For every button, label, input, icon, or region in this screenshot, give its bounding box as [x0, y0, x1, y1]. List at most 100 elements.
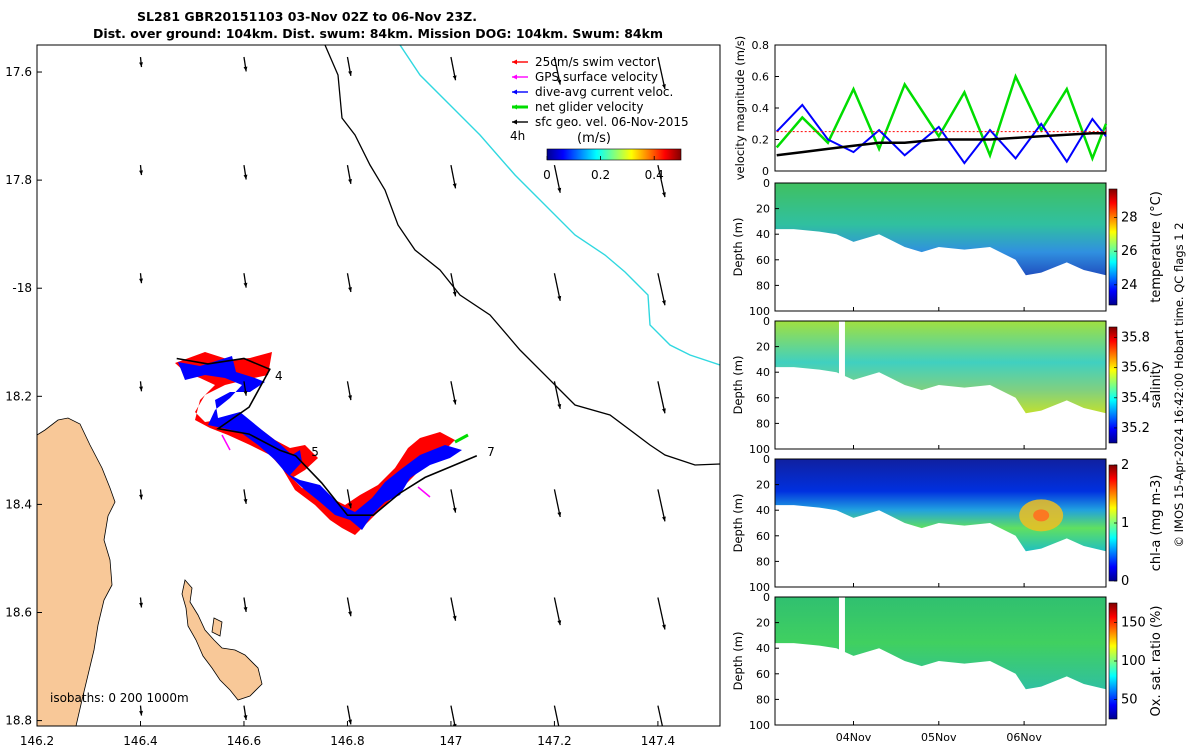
track-day-label: 5 [311, 445, 319, 459]
colorbar-tick-label: 35.6 [1121, 361, 1150, 376]
map-axes-frame [36, 44, 721, 727]
depth-tick-label: 60 [756, 254, 770, 267]
geo-velocity-arrow [553, 164, 562, 193]
geo-velocity-arrow [553, 597, 562, 626]
velocity-y-tick: 0 [762, 165, 769, 178]
velocity-ylabel: velocity magnitude (m/s) [733, 36, 747, 181]
speed-colorbar [546, 148, 682, 161]
depth-tick-label: 20 [756, 479, 770, 492]
section-axes-frame [774, 320, 1107, 450]
depth-tick-label: 100 [749, 443, 770, 456]
coastline-land [37, 417, 116, 726]
isobaths-label: isobaths: 0 200 1000m [50, 691, 189, 705]
colorbar-label: salinity [1149, 361, 1164, 408]
colorbar-label: chl-a (mg m-3) [1149, 475, 1164, 572]
net-glider-velocity-arrow [454, 433, 469, 444]
depth-tick-label: 60 [756, 392, 770, 405]
geo-velocity-arrow [450, 273, 457, 297]
geo-velocity-arrow [243, 56, 248, 72]
section-ylabel: Depth (m) [731, 356, 745, 415]
legend-entry: GPS surface velocity [535, 70, 658, 84]
map-x-tick-label: 146.6 [227, 734, 261, 748]
geo-velocity-arrow [657, 489, 666, 522]
gps-surface-velocity-arrow-1 [221, 434, 231, 451]
section-axes-frame [774, 458, 1107, 588]
map-y-tick-label: 17.6 [5, 65, 32, 79]
time-tick-label: 04Nov [836, 731, 872, 744]
sfc-geo-velocity-field [139, 56, 666, 726]
depth-tick-label: 60 [756, 668, 770, 681]
geo-velocity-arrow [243, 273, 248, 288]
section-panel: 0 20 40 60 80 100 Depth (m) 0 1 2 chl-a (mg m-3) [731, 453, 1164, 594]
gps-surface-velocity-arrow-2 [417, 486, 431, 498]
depth-tick-label: 40 [756, 642, 770, 655]
colorbar-tick-label: 50 [1121, 693, 1138, 708]
map-x-tick-label: 146.4 [123, 734, 157, 748]
velocity-panel: 0 0.2 0.4 0.6 0.8 velocity magnitude (m/s) [733, 36, 1108, 181]
section-ylabel: Depth (m) [731, 632, 745, 691]
colorbar-tick-label: 150 [1121, 615, 1146, 630]
colorbar-tick-label: 100 [1121, 654, 1146, 669]
isobath-1000m [399, 45, 720, 366]
section-data-gap [838, 321, 845, 385]
map-x-tick-label: 147.4 [641, 734, 675, 748]
geo-velocity-arrow [450, 381, 457, 405]
geo-velocity-arrow [139, 56, 143, 68]
time-tick-label: 05Nov [921, 731, 957, 744]
colorbar-tick-label: 0 [1121, 574, 1129, 589]
geo-velocity-arrow [139, 597, 143, 608]
geo-velocity-arrow [139, 165, 143, 176]
depth-tick-label: 40 [756, 366, 770, 379]
geo-velocity-arrow [346, 273, 352, 293]
geo-velocity-arrow [346, 56, 352, 76]
track-day-label: 7 [487, 445, 495, 459]
velocity-y-tick: 0.8 [752, 39, 770, 52]
geo-velocity-arrow [657, 597, 666, 630]
depth-tick-label: 0 [763, 591, 770, 604]
map-x-tick-label: 146.2 [20, 734, 54, 748]
map-y-tick-label: 18.6 [5, 606, 32, 620]
depth-tick-label: 40 [756, 228, 770, 241]
section-ylabel: Depth (m) [731, 494, 745, 553]
map-x-tick-label: 147.2 [537, 734, 571, 748]
geo-velocity-arrow [139, 489, 143, 500]
depth-tick-label: 100 [749, 719, 770, 732]
depth-tick-label: 0 [763, 453, 770, 466]
geo-velocity-arrow [139, 705, 143, 716]
colorbar-label: temperature (°C) [1149, 191, 1164, 303]
colorbar-tick-label: 35.8 [1121, 331, 1150, 346]
speed-colorbar-tick: 0 [543, 168, 551, 182]
geo-velocity-arrow [657, 164, 666, 198]
geo-velocity-arrow [346, 705, 352, 725]
map-y-tick-label: 18.4 [5, 497, 32, 511]
geo-velocity-arrow [553, 56, 562, 85]
geo-velocity-arrow [243, 705, 248, 721]
section-ylabel: Depth (m) [731, 218, 745, 277]
speed-colorbar-title: (m/s) [577, 131, 611, 146]
colorbar-tick-label: 35.2 [1121, 421, 1150, 436]
velocity-series-line [776, 131, 1106, 157]
section-data-gap [838, 597, 845, 661]
geo-velocity-arrow [450, 597, 457, 621]
section-panel: 0 20 40 60 80 100 Depth (m) 50 100 150 Ox. sat. ra… [731, 591, 1164, 732]
geo-velocity-arrow [346, 489, 352, 509]
geo-velocity-arrow [553, 705, 560, 726]
depth-tick-label: 0 [763, 315, 770, 328]
speed-colorbar-tick: 0.2 [591, 168, 610, 182]
depth-tick-label: 0 [763, 177, 770, 190]
track-day-label: 4 [275, 369, 283, 383]
depth-tick-label: 40 [756, 504, 770, 517]
depth-tick-label: 60 [756, 530, 770, 543]
speed-colorbar-tick: 0.4 [645, 168, 664, 182]
geo-velocity-arrow [243, 165, 248, 180]
geo-velocity-arrow [450, 489, 457, 513]
depth-tick-label: 100 [749, 305, 770, 318]
section-data-fill [775, 459, 1106, 552]
map-y-tick-label: 18.8 [5, 714, 32, 728]
map-y-tick-label: 17.8 [5, 173, 32, 187]
map-y-tick-label: -18 [12, 281, 32, 295]
colorbar-tick-label: 35.4 [1121, 391, 1150, 406]
colorbar-label: Ox. sat. ratio (%) [1149, 606, 1164, 717]
